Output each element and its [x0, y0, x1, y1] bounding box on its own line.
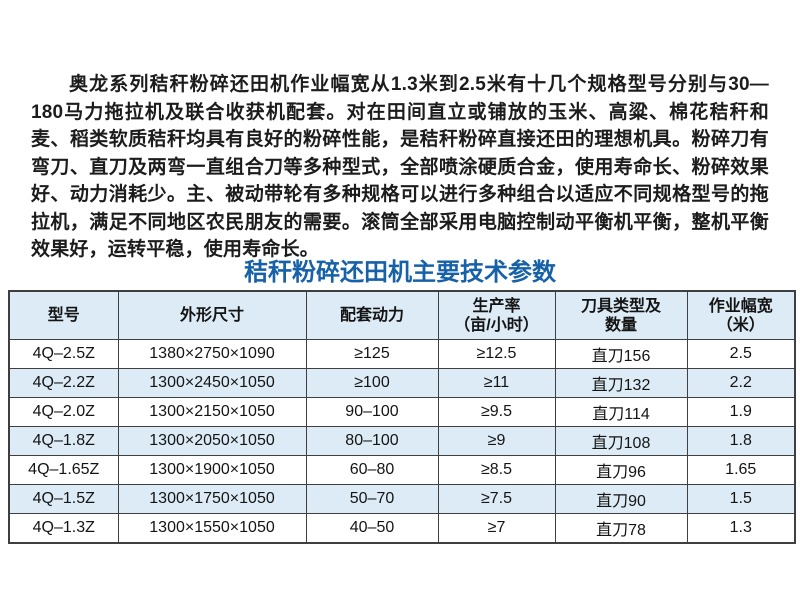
- cell-productivity: ≥7.5: [437, 484, 556, 514]
- cell-model: 4Q–1.5Z: [8, 484, 119, 514]
- cell-dimensions: 1380×2750×1090: [117, 339, 307, 369]
- header-cell-productivity: 生产率 （亩/小时）: [437, 290, 556, 340]
- cell-productivity: ≥9: [437, 426, 556, 456]
- header-label: 作业幅宽: [708, 297, 773, 315]
- cell-power: 40–50: [305, 513, 439, 544]
- cell-working-width: 1.5: [686, 484, 796, 514]
- cell-power: ≥100: [305, 368, 439, 398]
- header-label: 配套动力: [339, 307, 404, 324]
- cell-model: 4Q–2.5Z: [8, 339, 119, 369]
- header-cell-working-width: 作业幅宽 （米）: [686, 290, 796, 340]
- cell-dimensions: 1300×2450×1050: [117, 368, 307, 398]
- cell-working-width: 1.65: [686, 455, 796, 485]
- cell-blade: 直刀132: [554, 368, 688, 398]
- header-cell-model: 型号: [8, 290, 119, 340]
- table-row: 4Q–2.2Z 1300×2450×1050 ≥100 ≥11 直刀132 2.…: [8, 368, 796, 398]
- cell-dimensions: 1300×1550×1050: [117, 513, 307, 544]
- cell-blade: 直刀90: [554, 484, 688, 514]
- cell-model: 4Q–1.65Z: [8, 455, 119, 485]
- header-label-sub: （米）: [716, 316, 765, 334]
- cell-power: 80–100: [305, 426, 439, 456]
- cell-blade: 直刀96: [554, 455, 688, 485]
- cell-model: 4Q–1.8Z: [8, 426, 119, 456]
- cell-working-width: 2.2: [686, 368, 796, 398]
- cell-dimensions: 1300×2150×1050: [117, 397, 307, 427]
- header-label-sub: （亩/小时）: [454, 316, 539, 334]
- cell-power: 90–100: [305, 397, 439, 427]
- header-label: 型号: [47, 307, 80, 324]
- cell-productivity: ≥9.5: [437, 397, 556, 427]
- header-cell-blade: 刀具类型及 数量: [554, 290, 688, 340]
- cell-blade: 直刀114: [554, 397, 688, 427]
- header-cell-power: 配套动力: [305, 290, 439, 340]
- header-label: 刀具类型及: [580, 297, 661, 315]
- cell-blade: 直刀78: [554, 513, 688, 544]
- cell-blade: 直刀108: [554, 426, 688, 456]
- cell-productivity: ≥11: [437, 368, 556, 398]
- cell-dimensions: 1300×2050×1050: [117, 426, 307, 456]
- spec-table: 型号 外形尺寸 配套动力 生产率 （亩/小时） 刀具类型及 数量: [8, 290, 796, 544]
- header-label: 外形尺寸: [179, 307, 244, 324]
- cell-working-width: 2.5: [686, 339, 796, 369]
- cell-model: 4Q–2.0Z: [8, 397, 119, 427]
- cell-productivity: ≥7: [437, 513, 556, 544]
- cell-power: ≥125: [305, 339, 439, 369]
- cell-working-width: 1.3: [686, 513, 796, 544]
- cell-working-width: 1.9: [686, 397, 796, 427]
- table-row: 4Q–1.65Z 1300×1900×1050 60–80 ≥8.5 直刀96 …: [8, 455, 796, 485]
- cell-dimensions: 1300×1750×1050: [117, 484, 307, 514]
- cell-productivity: ≥12.5: [437, 339, 556, 369]
- cell-productivity: ≥8.5: [437, 455, 556, 485]
- table-row: 4Q–2.0Z 1300×2150×1050 90–100 ≥9.5 直刀114…: [8, 397, 796, 427]
- cell-power: 60–80: [305, 455, 439, 485]
- table-row: 4Q–1.5Z 1300×1750×1050 50–70 ≥7.5 直刀90 1…: [8, 484, 796, 514]
- header-row: 型号 外形尺寸 配套动力 生产率 （亩/小时） 刀具类型及 数量: [8, 290, 796, 340]
- table-title: 秸秆粉碎还田机主要技术参数: [244, 260, 556, 286]
- cell-model: 4Q–1.3Z: [8, 513, 119, 544]
- spec-table-header: 型号 外形尺寸 配套动力 生产率 （亩/小时） 刀具类型及 数量: [8, 290, 796, 340]
- cell-power: 50–70: [305, 484, 439, 514]
- intro-paragraph: 奥龙系列秸秆粉碎还田机作业幅宽从1.3米到2.5米有十几个规格型号分别与30—1…: [31, 74, 769, 260]
- header-label: 生产率: [472, 297, 521, 315]
- header-cell-dimensions: 外形尺寸: [117, 290, 307, 340]
- header-label-sub: 数量: [604, 316, 637, 334]
- cell-dimensions: 1300×1900×1050: [117, 455, 307, 485]
- table-row: 4Q–1.3Z 1300×1550×1050 40–50 ≥7 直刀78 1.3: [8, 513, 796, 544]
- table-row: 4Q–1.8Z 1300×2050×1050 80–100 ≥9 直刀108 1…: [8, 426, 796, 456]
- cell-model: 4Q–2.2Z: [8, 368, 119, 398]
- cell-blade: 直刀156: [554, 339, 688, 369]
- table-row: 4Q–2.5Z 1380×2750×1090 ≥125 ≥12.5 直刀156 …: [8, 339, 796, 369]
- cell-working-width: 1.8: [686, 426, 796, 456]
